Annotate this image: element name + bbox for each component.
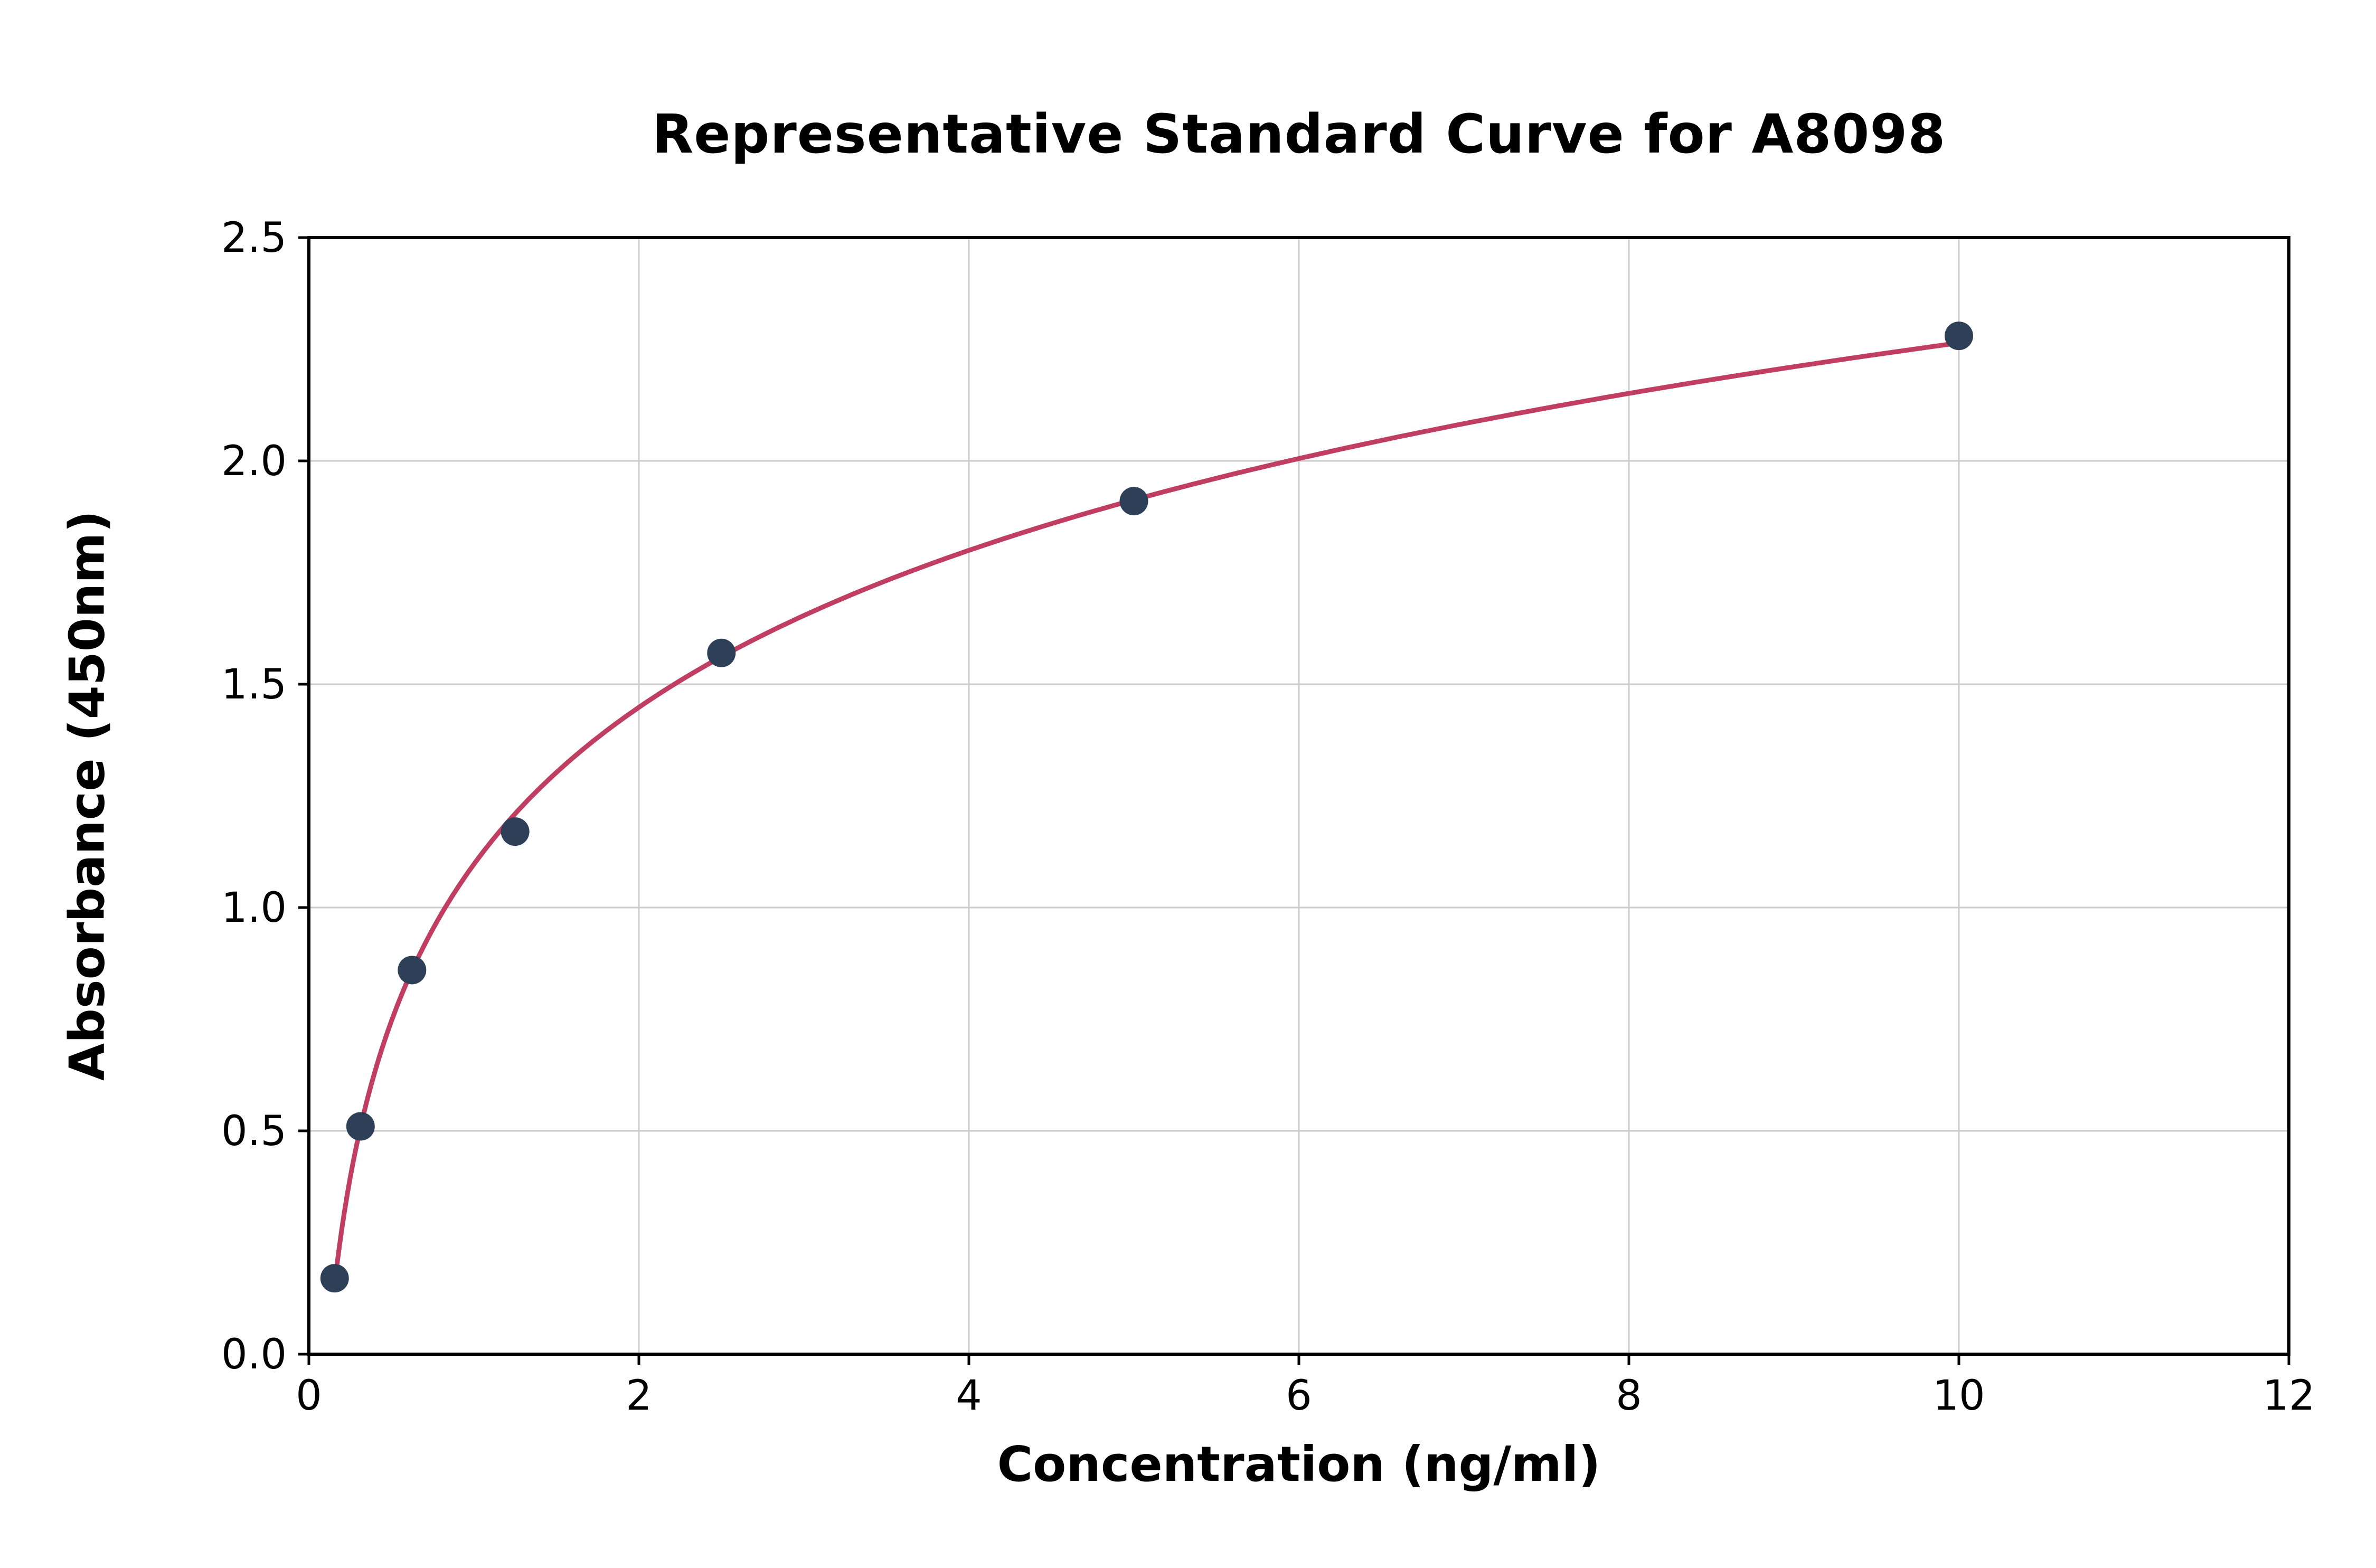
data-point	[501, 817, 530, 846]
data-point	[320, 1264, 349, 1293]
x-tick-label: 6	[1286, 1372, 1312, 1420]
y-tick-label: 1.5	[221, 661, 287, 709]
x-tick-label: 0	[296, 1372, 322, 1420]
data-point	[398, 956, 427, 985]
x-tick-label: 10	[1932, 1372, 1985, 1420]
fit-curve	[332, 341, 1962, 1288]
x-tick-label: 4	[956, 1372, 982, 1420]
x-axis-label: Concentration (ng/ml)	[997, 1436, 1601, 1493]
chart-title: Representative Standard Curve for A8098	[652, 103, 1946, 166]
x-tick-label: 2	[626, 1372, 652, 1420]
x-tick-label: 8	[1616, 1372, 1642, 1420]
data-point	[707, 638, 736, 667]
data-point	[1945, 322, 1973, 351]
data-point	[1119, 487, 1148, 516]
x-tick-label: 12	[2262, 1372, 2315, 1420]
y-tick-label: 1.0	[221, 884, 287, 932]
y-tick-label: 2.0	[221, 438, 287, 485]
y-tick-label: 2.5	[221, 214, 287, 262]
y-tick-label: 0.5	[221, 1108, 287, 1155]
data-point	[346, 1112, 375, 1141]
y-tick-label: 0.0	[221, 1331, 287, 1378]
